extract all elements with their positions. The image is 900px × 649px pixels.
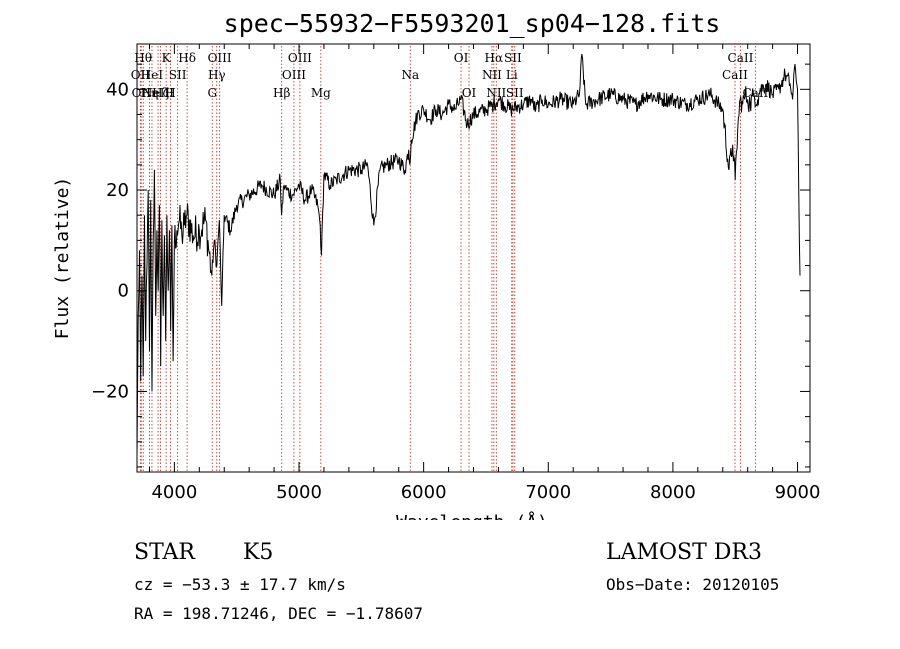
- line-label-neiii: NeIII: [142, 86, 174, 100]
- line-label-oi: OI: [462, 86, 477, 100]
- object-subclass: K5: [243, 540, 274, 565]
- line-label-nii: NII: [486, 86, 506, 100]
- x-tick-label: 9000: [775, 482, 821, 503]
- line-label-oiii: OIII: [288, 51, 312, 65]
- x-axis-ticks: 4000 5000 6000 7000 8000 9000: [148, 44, 821, 503]
- x-tick-label: 8000: [650, 482, 696, 503]
- y-axis-ticks: −20 0 20 40: [91, 63, 810, 468]
- line-label-g: G: [207, 86, 217, 100]
- chart-title: spec−55932−F5593201_sp04−128.fits: [224, 9, 721, 38]
- line-label-hα: Hα: [485, 51, 504, 65]
- line-label-hei: HeI: [141, 68, 164, 82]
- y-tick-label: −20: [91, 381, 129, 402]
- y-tick-label: 0: [118, 281, 129, 302]
- emission-line-markers: [139, 46, 756, 472]
- line-label-hθ: Hθ: [134, 51, 152, 65]
- line-label-hγ: Hγ: [208, 68, 226, 82]
- survey-name: LAMOST DR3: [606, 540, 762, 565]
- x-tick-label: 6000: [401, 482, 447, 503]
- line-label-k: K: [162, 51, 172, 65]
- line-label-h: H: [165, 86, 175, 100]
- line-label-oi: OI: [454, 51, 469, 65]
- emission-line-labels: OIIOIIHθHηHeINeIIIHζKHSIIHδGHγOIIIHβOIII…: [131, 51, 769, 100]
- line-label-caii: CaII: [722, 68, 748, 82]
- y-tick-label: 20: [106, 180, 129, 201]
- observation-date: Obs−Date: 20120105: [606, 575, 780, 594]
- line-label-oiii: OIII: [282, 68, 306, 82]
- x-axis-label: Wavelength (Å): [396, 511, 548, 520]
- x-tick-label: 7000: [525, 482, 571, 503]
- object-class: STAR: [134, 540, 195, 565]
- x-tick-label: 4000: [151, 482, 197, 503]
- redshift-velocity: cz = −53.3 ± 17.7 km/s: [134, 575, 346, 594]
- line-label-na: Na: [401, 68, 419, 82]
- line-label-oiii: OIII: [208, 51, 232, 65]
- spectrum-chart: spec−55932−F5593201_sp04−128.fits OII OII…: [52, 9, 821, 520]
- spectrum-line: [136, 54, 801, 457]
- line-label-hδ: Hδ: [178, 51, 196, 65]
- x-tick-label: 5000: [276, 482, 322, 503]
- line-label-li: Li: [506, 68, 518, 82]
- line-label-caii: CaII: [728, 51, 754, 65]
- line-label-sii: SII: [169, 68, 187, 82]
- coordinates: RA = 198.71246, DEC = −1.78607: [134, 604, 423, 623]
- line-label-mg: Mg: [311, 86, 331, 100]
- y-axis-label: Flux (relative): [52, 177, 73, 340]
- y-tick-label: 40: [106, 79, 129, 100]
- line-label-sii: SII: [504, 51, 522, 65]
- line-label-oii: OII: [131, 68, 151, 82]
- line-label-hβ: Hβ: [273, 86, 290, 100]
- line-label-hζ: Hζ: [152, 86, 169, 100]
- line-label-sii: SII: [506, 86, 524, 100]
- line-label-nii: NII: [482, 68, 502, 82]
- plot-frame: [136, 43, 811, 473]
